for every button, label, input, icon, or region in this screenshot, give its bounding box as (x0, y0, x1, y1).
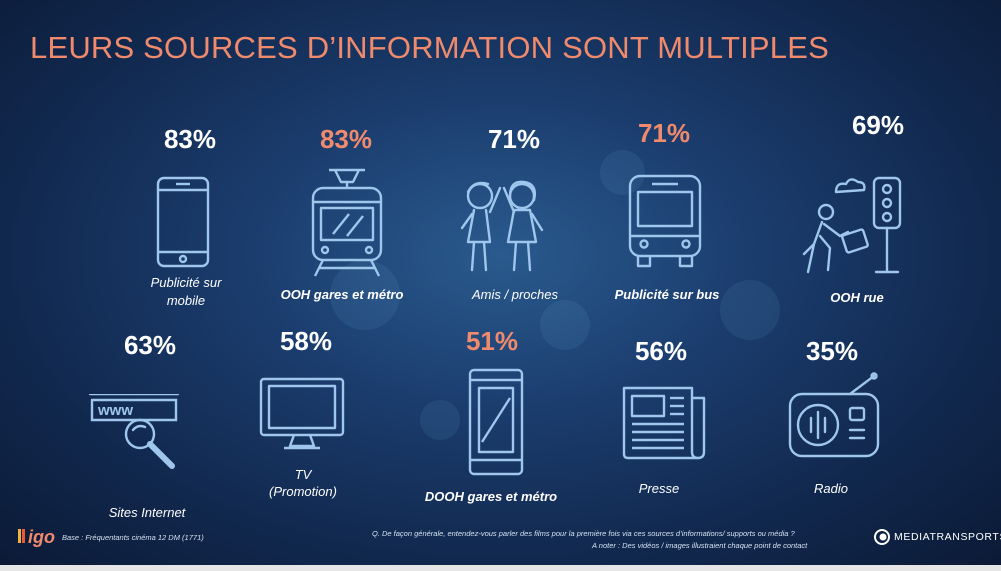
smartphone-icon (156, 176, 210, 268)
label-tv: TV (Promotion) (218, 466, 388, 500)
mediatransports-mark-icon (874, 529, 890, 545)
mediatransports-text: MEDIATRANSPORTS (894, 531, 1001, 543)
friends-icon (454, 170, 550, 274)
svg-text:www: www (97, 402, 133, 419)
percentage-radio: 35% (805, 336, 859, 366)
igo-logo: igo (18, 527, 55, 548)
tram-icon (307, 164, 387, 280)
label-tv-line1: TV (294, 467, 312, 482)
percentage-mobile: 83% (163, 124, 217, 154)
label-bus: Publicité sur bus (614, 287, 720, 302)
percentage-ooh-stations: 83% (319, 124, 373, 154)
digital-screen-icon (466, 366, 526, 478)
window-bottom-edge (0, 565, 1001, 571)
percentage-friends: 71% (487, 124, 541, 154)
newspaper-icon (618, 384, 710, 460)
percentage-press: 56% (634, 336, 688, 366)
label-websites: Sites Internet (108, 505, 186, 520)
mediatransports-logo: MEDIATRANSPORTS (874, 529, 1001, 545)
bus-icon (626, 172, 704, 270)
percentage-tv: 58% (279, 326, 333, 356)
pedestrian-traffic-light-icon (800, 174, 910, 278)
label-dooh: DOOH gares et métro (424, 489, 558, 504)
footnote-note: A noter : Des vidéos / images illustraie… (592, 541, 808, 550)
radio-icon (784, 372, 884, 462)
bokeh-decoration (720, 280, 780, 340)
label-mobile: Publicité sur mobile (150, 275, 222, 308)
percentage-bus: 71% (637, 118, 691, 148)
www-search-icon: www (88, 394, 188, 474)
label-friends: Amis / proches (472, 287, 558, 302)
label-ooh-stations: OOH gares et métro (280, 287, 404, 302)
tv-icon (258, 376, 346, 454)
page-title: LEURS SOURCES D’INFORMATION SONT MULTIPL… (30, 30, 830, 65)
label-ooh-street: OOH rue (830, 290, 884, 305)
bokeh-decoration (540, 300, 590, 350)
percentage-websites: 63% (123, 330, 177, 360)
label-press: Presse (638, 481, 680, 496)
bokeh-decoration (600, 150, 645, 195)
footnote-question: Q. De façon générale, entendez-vous parl… (372, 529, 795, 538)
bokeh-decoration (330, 260, 400, 330)
label-tv-line2: (Promotion) (269, 484, 337, 499)
footnote-base: Base : Fréquentants cinéma 12 DM (1771) (62, 533, 204, 542)
bokeh-decoration (420, 400, 460, 440)
percentage-dooh: 51% (465, 326, 519, 356)
percentage-ooh-street: 69% (851, 110, 905, 140)
label-radio: Radio (814, 481, 848, 496)
